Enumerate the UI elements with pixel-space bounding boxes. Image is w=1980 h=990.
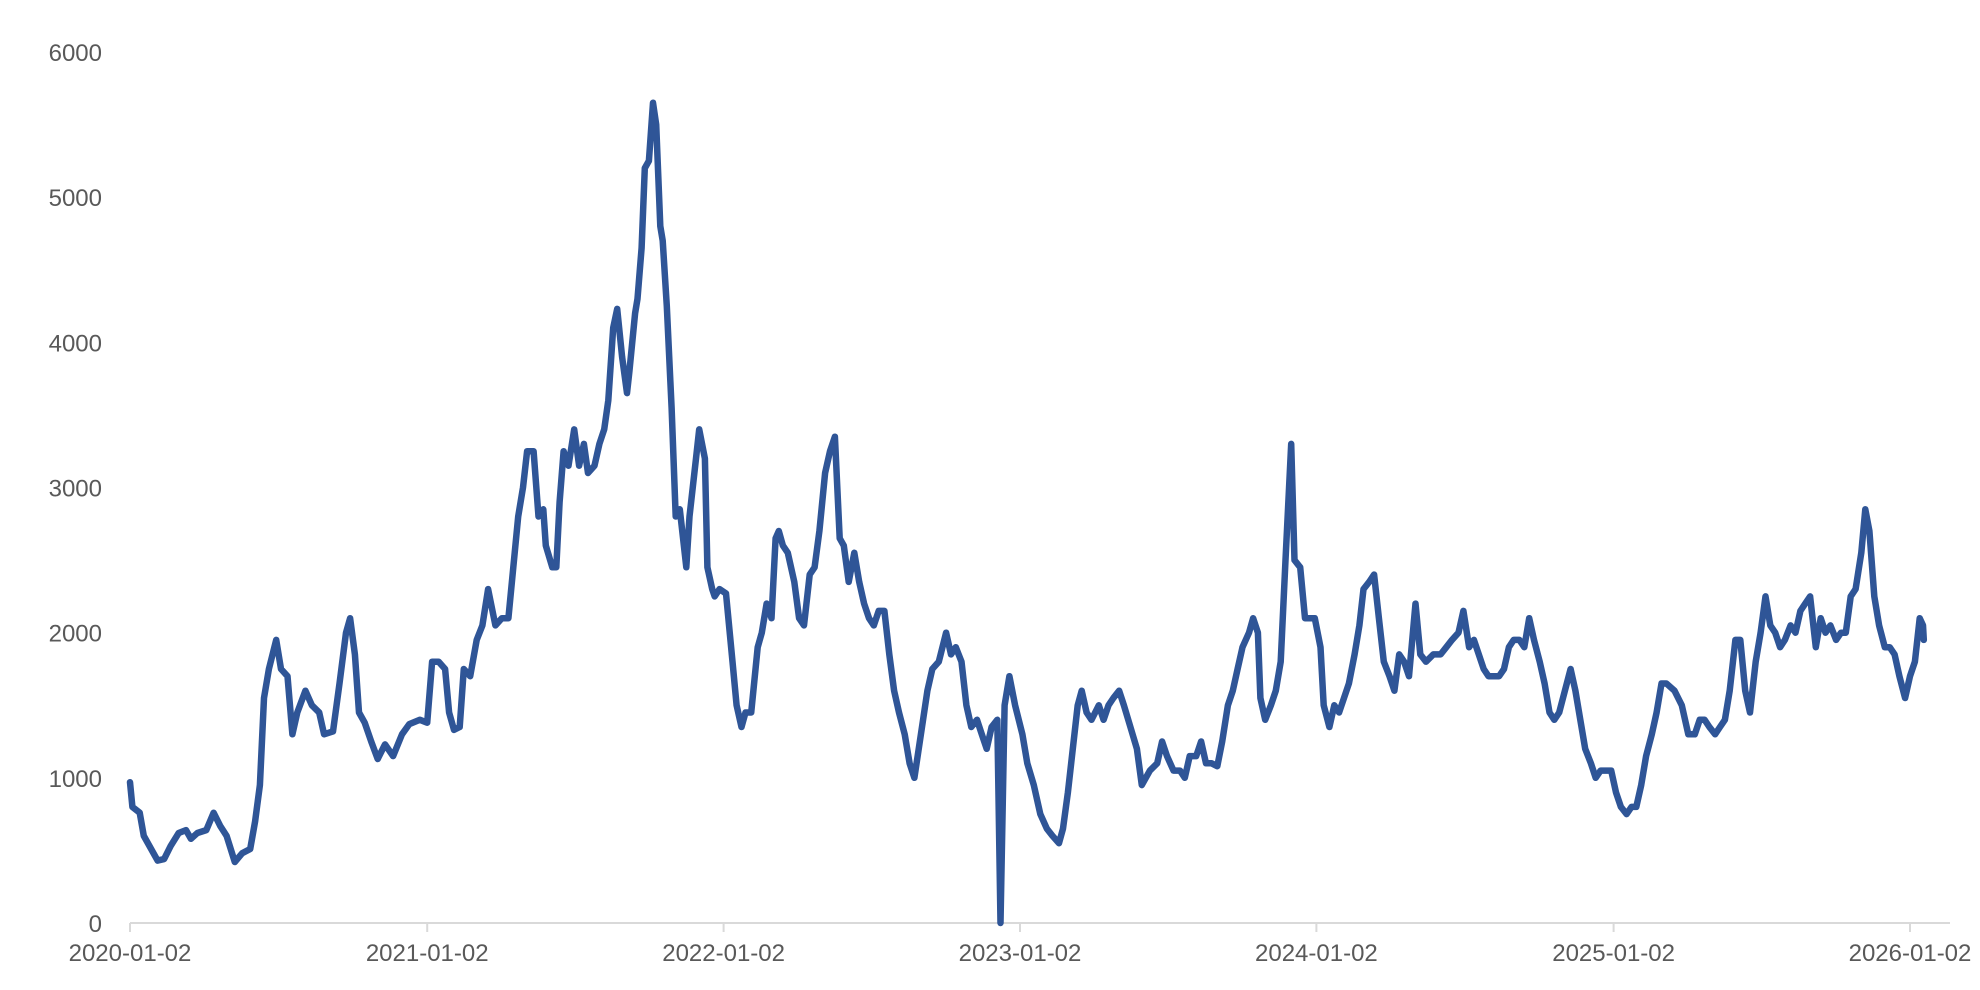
y-tick-label: 1000 [49, 766, 102, 793]
y-axis-labels: 0 1000 2000 3000 4000 5000 6000 [49, 40, 102, 938]
y-tick-label: 0 [89, 911, 102, 938]
x-tick-label: 2023-01-02 [959, 940, 1082, 967]
x-tick-label: 2024-01-02 [1255, 940, 1378, 967]
x-axis-ticks [129, 923, 1911, 932]
y-tick-label: 4000 [49, 330, 102, 357]
x-tick-label: 2021-01-02 [366, 940, 489, 967]
series-line [126, 99, 1928, 927]
x-tick-label: 2020-01-02 [69, 940, 192, 967]
x-tick-label: 2025-01-02 [1552, 940, 1675, 967]
y-tick-label: 6000 [49, 40, 102, 67]
x-tick-label: 2026-01-02 [1849, 940, 1972, 967]
x-tick-label: 2022-01-02 [662, 940, 785, 967]
y-tick-label: 5000 [49, 185, 102, 212]
x-axis-labels: 2020-01-02 2021-01-02 2022-01-02 2023-01-02… [69, 940, 1972, 967]
y-tick-label: 3000 [49, 476, 102, 503]
y-tick-label: 2000 [49, 621, 102, 648]
